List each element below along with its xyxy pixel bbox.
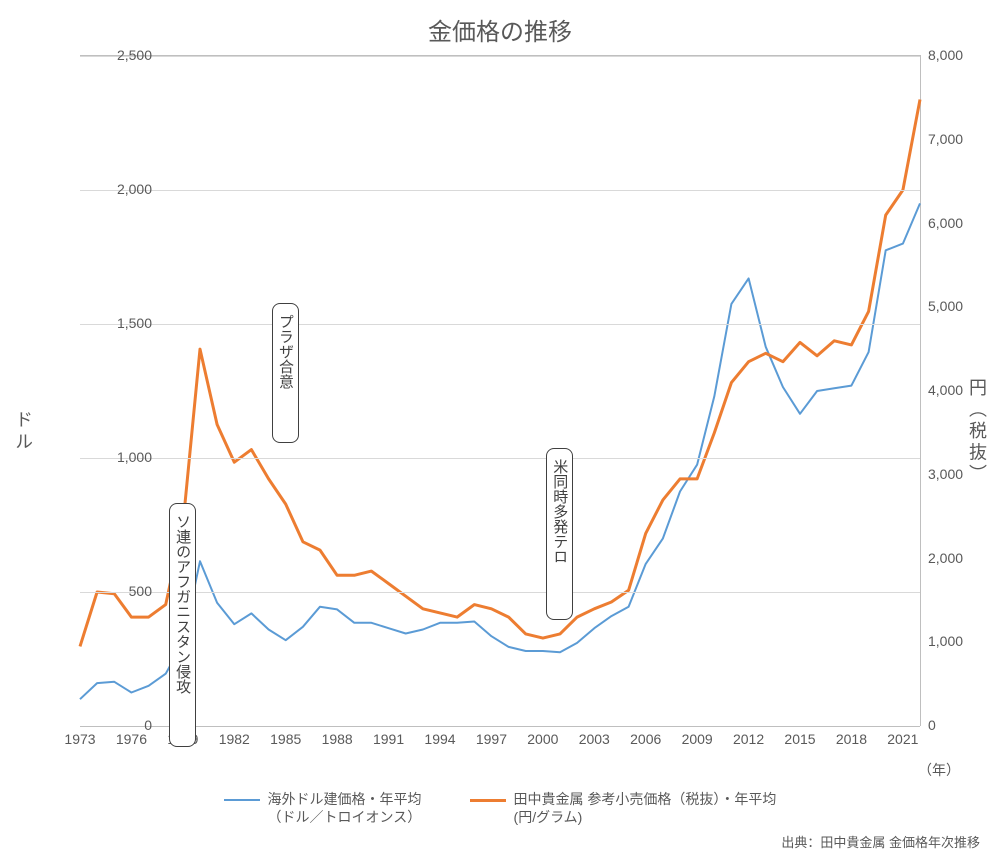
y-right-tick: 1,000 [928, 633, 988, 649]
x-tick: 1997 [476, 731, 507, 747]
x-tick: 1976 [116, 731, 147, 747]
x-tick: 1985 [270, 731, 301, 747]
legend-label-2: 田中貴金属 参考小売価格（税抜）・年平均 [514, 791, 777, 807]
x-tick: 1994 [424, 731, 455, 747]
y-left-tick: 500 [92, 583, 152, 599]
y-right-tick: 5,000 [928, 298, 988, 314]
y-right-tick: 7,000 [928, 131, 988, 147]
x-tick: 1988 [322, 731, 353, 747]
grid-line [80, 324, 920, 325]
chart-svg [80, 56, 920, 726]
chart-container: 金価格の推移 ドル 円（税抜） （年） 海外ドル建価格・年平均 （ドル／トロイオ… [0, 0, 1000, 863]
x-tick: 2018 [836, 731, 867, 747]
annotation-box: 米同時多発テロ [546, 448, 573, 620]
x-tick: 2006 [630, 731, 661, 747]
x-tick: 1973 [64, 731, 95, 747]
y-right-tick: 2,000 [928, 550, 988, 566]
x-tick: 1982 [219, 731, 250, 747]
source-citation: 出典：田中貴金属 金価格年次推移 [781, 832, 980, 851]
annotation-box: プラザ合意 [272, 303, 299, 443]
y-right-tick: 0 [928, 717, 988, 733]
x-tick: 2015 [784, 731, 815, 747]
x-tick: 2000 [527, 731, 558, 747]
y-right-tick: 4,000 [928, 382, 988, 398]
x-tick: 2003 [579, 731, 610, 747]
legend-label-1: 海外ドル建価格・年平均 [268, 791, 422, 807]
y-left-tick: 1,500 [92, 315, 152, 331]
grid-line [80, 56, 920, 57]
grid-line [80, 458, 920, 459]
chart-title: 金価格の推移 [0, 12, 1000, 47]
x-tick: 1991 [373, 731, 404, 747]
legend-text-series2: 田中貴金属 参考小売価格（税抜）・年平均 (円/グラム) [514, 790, 777, 826]
y-left-tick: 2,000 [92, 181, 152, 197]
legend-sub-1: （ドル／トロイオンス） [268, 809, 422, 825]
x-unit-label: （年） [918, 760, 960, 780]
x-tick: 2021 [887, 731, 918, 747]
legend-sub-2: (円/グラム) [514, 809, 583, 825]
y-left-tick: 1,000 [92, 449, 152, 465]
series-line-2 [80, 100, 920, 647]
legend-item-series1: 海外ドル建価格・年平均 （ドル／トロイオンス） [224, 790, 422, 826]
legend-swatch-series2 [470, 799, 506, 802]
plot-area [80, 55, 921, 726]
axis-title-left: ドル [10, 410, 36, 453]
legend: 海外ドル建価格・年平均 （ドル／トロイオンス） 田中貴金属 参考小売価格（税抜）… [0, 790, 1000, 826]
legend-text-series1: 海外ドル建価格・年平均 （ドル／トロイオンス） [268, 790, 422, 826]
x-tick: 2009 [682, 731, 713, 747]
y-right-tick: 3,000 [928, 466, 988, 482]
annotation-box: ソ連のアフガニスタン侵攻 [169, 503, 196, 747]
legend-item-series2: 田中貴金属 参考小売価格（税抜）・年平均 (円/グラム) [470, 790, 777, 826]
grid-line [80, 190, 920, 191]
y-right-tick: 6,000 [928, 215, 988, 231]
legend-swatch-series1 [224, 799, 260, 801]
y-left-tick: 2,500 [92, 47, 152, 63]
grid-line [80, 726, 920, 727]
series-line-1 [80, 203, 920, 699]
y-right-tick: 8,000 [928, 47, 988, 63]
x-tick: 2012 [733, 731, 764, 747]
grid-line [80, 592, 920, 593]
